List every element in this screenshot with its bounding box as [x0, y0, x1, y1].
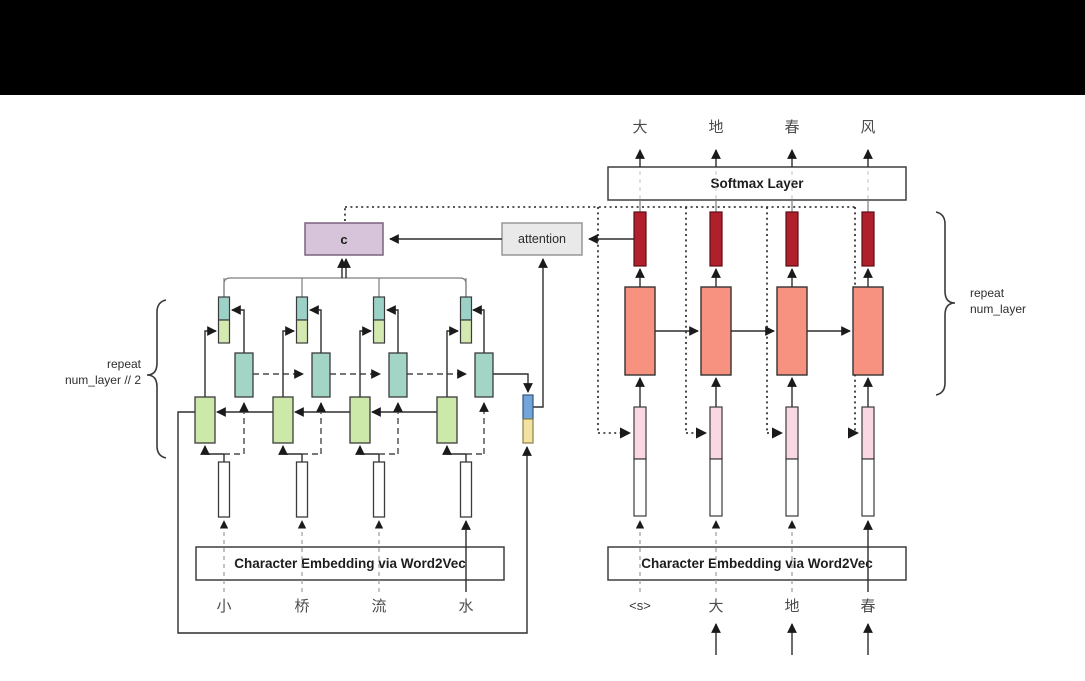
decoder-column: [852, 149, 884, 517]
state-to-attention-arrow: [533, 258, 548, 408]
softmax-layer-box: [607, 166, 907, 201]
context-vector-box: [304, 222, 384, 256]
context-vector-label: c: [340, 232, 347, 247]
forward-to-concat-arrow: [282, 326, 295, 397]
decoder-output-bar: [861, 211, 875, 267]
backward-lstm-cell: [234, 352, 254, 398]
embedding-vector-bar: [295, 461, 309, 518]
concat-state-bottom: [459, 319, 473, 344]
forward-lstm-cell: [194, 396, 216, 444]
encoder-column: [349, 296, 408, 518]
encoder-column: [436, 278, 494, 518]
decoder-input-char: 大: [708, 598, 723, 615]
encoder-char: 流: [371, 598, 386, 615]
backward-to-concat-arrow: [231, 305, 245, 353]
encoder-column: [272, 296, 331, 518]
attention-label: attention: [518, 232, 566, 246]
decoder-lstm-cell: [700, 286, 732, 376]
encoder-embedding-label: Character Embedding via Word2Vec: [234, 556, 466, 571]
decoder-input-white-bar: [785, 458, 799, 517]
forward-to-concat-arrow: [446, 326, 459, 397]
encoder-column: [194, 278, 254, 518]
top-black-bar: [0, 0, 1085, 95]
decoder-output-bar: [709, 211, 723, 267]
encoder-embedding-box: [195, 546, 505, 581]
decoder-input-token: <s>: [629, 598, 651, 613]
decoder-lstm-cell: [776, 286, 808, 376]
encoder-char: 桥: [294, 598, 309, 615]
embedding-vector-bar: [217, 461, 231, 518]
backward-lstm-cell: [311, 352, 331, 398]
decoder-column: [700, 149, 732, 517]
decoder-input-pink-bar: [785, 406, 799, 460]
decoder-input-pink-bar: [861, 406, 875, 460]
decoder-input-char: 地: [784, 598, 799, 615]
encoder-repeat-brace: [146, 299, 167, 459]
decoder-lstm-cell: [852, 286, 884, 376]
decoder-embedding-box: [607, 546, 907, 581]
forward-to-concat-arrow: [359, 326, 372, 397]
encoder-final-state-loop-arrow: [177, 411, 532, 634]
concat-state-bottom: [295, 319, 309, 344]
forward-to-concat-arrow: [204, 326, 217, 397]
decoder-output-char: 地: [708, 119, 723, 136]
encoder-char: 小: [216, 598, 231, 615]
context-feedback-dotted-paths: [344, 206, 860, 439]
concat-state-bottom: [372, 319, 386, 344]
decoder-input-white-bar: [633, 458, 647, 517]
embedding-vector-bar: [459, 461, 473, 518]
decoder-column: [624, 149, 656, 517]
decoder-diagram: Softmax Layer: [607, 119, 1026, 655]
decoder-lstm-cell: [624, 286, 656, 376]
encoder-repeat-label-line1: repeat: [107, 357, 142, 371]
softmax-layer-label: Softmax Layer: [710, 176, 804, 191]
decoder-embedding-label: Character Embedding via Word2Vec: [641, 556, 873, 571]
forward-lstm-cell: [349, 396, 371, 444]
concat-state-top: [372, 296, 386, 321]
decoder-output-char: 春: [784, 119, 799, 136]
decoder-input-pink-bar: [633, 406, 647, 460]
state-stack-blue: [522, 394, 534, 420]
concat-state-top: [217, 296, 231, 321]
decoder-input-white-bar: [709, 458, 723, 517]
concat-state-bottom: [217, 319, 231, 344]
embedding-vector-bar: [372, 461, 386, 518]
decoder-input-white-bar: [861, 458, 875, 517]
decoder-repeat-brace: [935, 211, 956, 396]
concat-state-top: [459, 296, 473, 321]
decoder-repeat-label-line2: num_layer: [970, 302, 1026, 316]
last-state-to-stack-arrow: [493, 373, 533, 393]
decoder-repeat-label-line1: repeat: [970, 286, 1005, 300]
backward-to-concat-arrow: [386, 305, 399, 353]
concat-state-top: [295, 296, 309, 321]
attention-module: c attention: [304, 222, 634, 256]
forward-lstm-cell: [436, 396, 458, 444]
decoder-input-char: 春: [860, 598, 875, 615]
backward-lstm-cell: [474, 352, 494, 398]
forward-lstm-cell: [272, 396, 294, 444]
encoder-repeat-label-line2: num_layer // 2: [65, 373, 141, 387]
decoder-output-bar: [785, 211, 799, 267]
backward-lstm-cell: [388, 352, 408, 398]
decoder-output-bar: [633, 211, 647, 267]
state-stack-yellow: [522, 418, 534, 444]
backward-to-concat-arrow: [472, 305, 485, 353]
backward-to-concat-arrow: [309, 305, 322, 353]
decoder-column: [776, 149, 808, 517]
decoder-input-pink-bar: [709, 406, 723, 460]
encoder-output-bus: [223, 277, 467, 298]
encoder-diagram: Character Embedding via Word2Vec 小 桥 流 水…: [65, 258, 548, 634]
decoder-output-char: 风: [860, 119, 875, 136]
decoder-output-char: 大: [632, 119, 647, 136]
encoder-char: 水: [458, 598, 473, 615]
